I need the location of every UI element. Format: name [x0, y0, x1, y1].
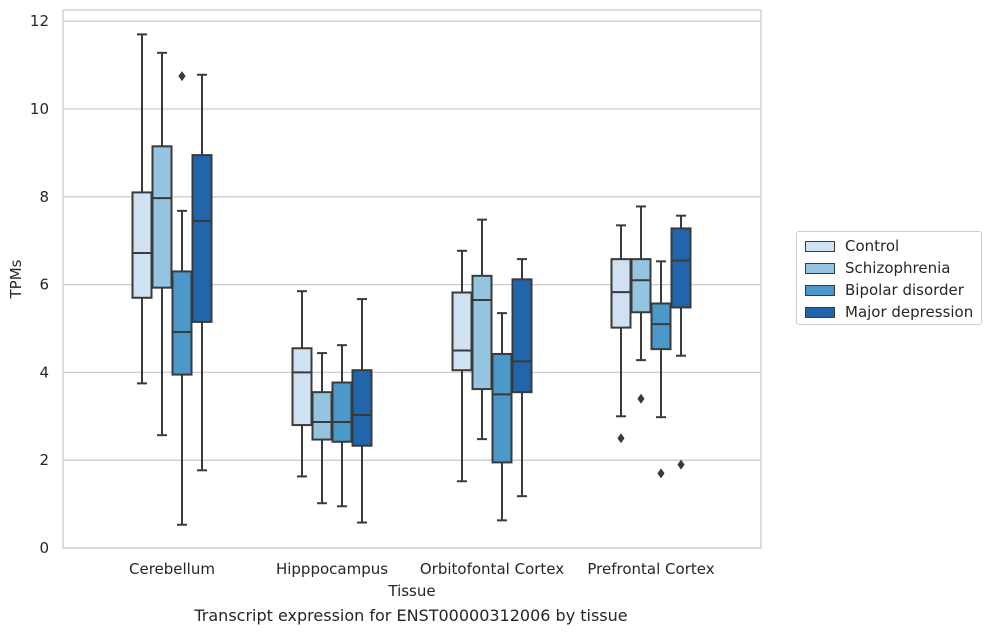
- y-tick-label: 6: [39, 276, 49, 294]
- legend-item-major-depression: Major depression: [805, 302, 973, 322]
- y-tick-label: 8: [39, 188, 49, 206]
- box-control-hipppocampus: [291, 290, 313, 478]
- box-iqr: [171, 270, 193, 376]
- box-iqr: [451, 291, 473, 372]
- legend-item-bipolar-disorder: Bipolar disorder: [805, 280, 964, 300]
- y-axis-ticks: 0 2 4 6 8 10 12: [30, 12, 49, 557]
- x-axis-ticks: Cerebellum Hipppocampus Orbitofontal Corte…: [129, 560, 715, 578]
- legend-item-control: Control: [805, 236, 899, 256]
- legend-label-major-depression: Major depression: [845, 303, 974, 321]
- y-tick-label: 4: [39, 363, 49, 381]
- legend-swatch-major-depression: [805, 306, 835, 318]
- box-bipolar-disorder-prefrontal-cortex: [650, 260, 672, 479]
- box-major-depression-orbitofontal-cortex: [511, 258, 533, 498]
- y-axis-label: TPMs: [7, 259, 25, 299]
- outlier-point: [178, 71, 186, 82]
- legend-label-bipolar-disorder: Bipolar disorder: [845, 281, 964, 299]
- box-iqr: [131, 191, 153, 299]
- box-major-depression-hipppocampus: [351, 298, 373, 524]
- x-axis-label: Tissue: [387, 582, 435, 600]
- legend-label-control: Control: [845, 237, 900, 255]
- box-iqr: [191, 154, 213, 323]
- box-iqr: [610, 258, 632, 329]
- box-schizophrenia-prefrontal-cortex: [630, 205, 652, 404]
- box-bipolar-disorder-orbitofontal-cortex: [491, 312, 513, 522]
- outlier-point: [617, 433, 625, 444]
- box-control-cerebellum: [131, 33, 153, 385]
- box-iqr: [670, 227, 692, 309]
- box-iqr: [650, 302, 672, 351]
- box-iqr: [291, 347, 313, 427]
- box-iqr: [471, 274, 493, 391]
- y-tick-label: 2: [39, 451, 49, 469]
- y-tick-label: 12: [30, 12, 49, 30]
- x-tick-label: Prefrontal Cortex: [587, 560, 714, 578]
- legend-label-schizophrenia: Schizophrenia: [845, 259, 951, 277]
- box-iqr: [630, 258, 652, 314]
- legend-item-schizophrenia: Schizophrenia: [805, 258, 950, 278]
- box-major-depression-prefrontal-cortex: [670, 214, 692, 470]
- box-iqr: [351, 369, 373, 447]
- box-iqr: [511, 278, 533, 394]
- outlier-point: [657, 468, 665, 479]
- box-schizophrenia-hipppocampus: [311, 352, 333, 505]
- legend-swatch-schizophrenia: [805, 262, 835, 274]
- box-schizophrenia-cerebellum: [151, 51, 173, 437]
- legend: Control Schizophrenia Bipolar disorder M…: [796, 231, 982, 325]
- box-bipolar-disorder-cerebellum: [171, 71, 193, 526]
- box-control-orbitofontal-cortex: [451, 249, 473, 483]
- outlier-point: [637, 393, 645, 404]
- y-tick-label: 0: [39, 539, 49, 557]
- box-iqr: [311, 391, 333, 441]
- chart-caption: Transcript expression for ENST0000031200…: [194, 606, 628, 625]
- box-major-depression-cerebellum: [191, 73, 213, 472]
- box-iqr: [491, 352, 513, 464]
- legend-swatch-bipolar-disorder: [805, 284, 835, 296]
- box-bipolar-disorder-hipppocampus: [331, 344, 353, 508]
- outlier-point: [677, 459, 685, 470]
- y-tick-label: 10: [30, 100, 49, 118]
- x-tick-label: Hipppocampus: [276, 560, 388, 578]
- legend-swatch-control: [805, 240, 835, 252]
- box-schizophrenia-orbitofontal-cortex: [471, 218, 493, 441]
- boxes: [131, 33, 692, 526]
- plot-frame: [62, 9, 762, 549]
- x-tick-label: Cerebellum: [129, 560, 215, 578]
- box-iqr: [151, 145, 173, 289]
- box-control-prefrontal-cortex: [610, 224, 632, 444]
- x-tick-label: Orbitofontal Cortex: [420, 560, 564, 578]
- box-iqr: [331, 381, 353, 443]
